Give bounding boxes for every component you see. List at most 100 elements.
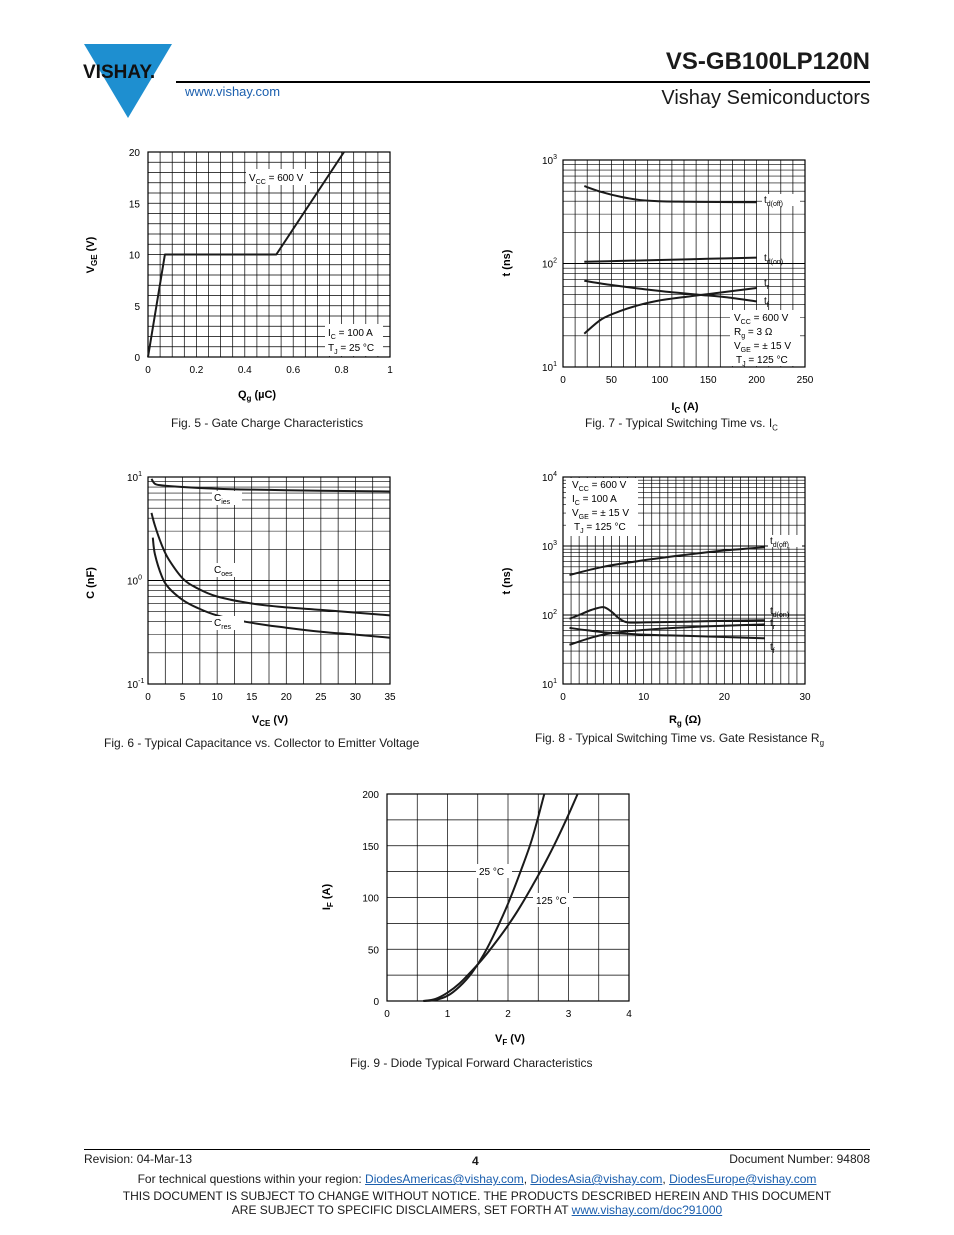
f7-y-tick-label: 102: [542, 258, 557, 271]
fig5-cond-bg: [325, 324, 383, 356]
f8-y-tick-label: 103: [542, 540, 557, 553]
f6-y-tick-label: 100: [127, 575, 142, 588]
f7-series-tf: [583, 287, 757, 335]
fig9-caption: Fig. 9 - Diode Typical Forward Character…: [350, 1056, 593, 1070]
f8-series-tr: [569, 626, 765, 640]
fig8-label-tr: tr: [770, 618, 776, 631]
disclaimer: THIS DOCUMENT IS SUBJECT TO CHANGE WITHO…: [0, 1189, 954, 1217]
fig6-chart: 0 5 10 15 20 25 30 35 10-1 100 101 Cies Coes Cres…: [85, 471, 396, 728]
fig9-chart: 0 1 2 3 4 0 50 100 150 200 25 °C 125 °C VF (V) I…: [321, 790, 632, 1047]
email-sep: ,: [662, 1172, 670, 1186]
email-europe[interactable]: DiodesEurope@vishay.com: [669, 1172, 817, 1186]
f8-y-tick-label: 102: [542, 609, 557, 622]
f6-x-tick-label: 15: [246, 692, 258, 703]
f9-x-tick-label: 4: [626, 1009, 632, 1020]
fig6-lbl-bg1: [212, 491, 242, 505]
fig8-cond-ic: IC = 100 A: [572, 494, 617, 507]
fig5-vcc-label: VCC = 600 V: [249, 173, 304, 186]
f7-series-td-on-: [584, 256, 757, 263]
fig6-lbl-bg2: [212, 563, 244, 577]
company-name: Vishay Semiconductors: [661, 87, 870, 109]
f9-x-tick-label: 1: [445, 1009, 451, 1020]
fig6-y-ticks: 10-1 100 101: [127, 471, 144, 691]
f7-series-tr: [584, 279, 757, 303]
fig5-curves: [147, 151, 345, 358]
fig7-cond-vcc: VCC = 600 V: [734, 313, 789, 326]
fig8-caption: Fig. 8 - Typical Switching Time vs. Gate…: [535, 731, 825, 748]
f5-x-tick-label: 0.8: [335, 365, 349, 376]
f9-x-tick-label: 3: [566, 1009, 572, 1020]
email-americas[interactable]: DiodesAmericas@vishay.com: [365, 1172, 524, 1186]
fig5-x-ticks: 0 0.2 0.4 0.6 0.8 1: [145, 365, 393, 376]
fig6-label-coes: Coes: [214, 565, 233, 578]
f6-x-tick-label: 10: [212, 692, 224, 703]
fig7-label-tdon: td(on): [764, 253, 783, 266]
f9-x-tick-label: 2: [505, 1009, 511, 1020]
logo-text: VISHAY.: [83, 62, 155, 83]
fig6-x-ticks: 0 5 10 15 20 25 30 35: [145, 692, 396, 703]
fig7-y-ticks: 101 102 103: [542, 154, 557, 374]
f8-y-tick-label: 101: [542, 678, 557, 691]
fig9-grid: [387, 794, 629, 1001]
fig7-caption: Fig. 7 - Typical Switching Time vs. IC: [585, 416, 778, 433]
fig8-x-axis-label: Rg (Ω): [669, 714, 701, 728]
email-sep: ,: [523, 1172, 531, 1186]
fig7-cond-rg: Rg = 3 Ω: [734, 327, 773, 340]
fig9-frame: [386, 793, 630, 1002]
f6-series-cres: [151, 537, 391, 639]
part-number: VS-GB100LP120N: [665, 48, 870, 75]
fig5-x-axis-label: Qg (µC): [238, 389, 276, 403]
f8-x-tick-label: 10: [638, 692, 650, 703]
f9-y-tick-label: 200: [362, 790, 379, 801]
fig7-cond-vge: VGE = ± 15 V: [734, 341, 791, 354]
fig7-curves: [583, 185, 757, 335]
f7-y-tick-label: 101: [542, 361, 557, 374]
fig6-x-axis-label: VCE (V): [252, 714, 289, 728]
f7-x-tick-label: 250: [797, 375, 814, 386]
fig8-label-tf: tf: [770, 642, 775, 655]
fig8-curves: [569, 546, 765, 646]
fig6-curves: [150, 478, 391, 639]
disclaimer-link[interactable]: www.vishay.com/doc?91000: [571, 1203, 723, 1217]
f5-y-tick-label: 15: [129, 199, 141, 210]
fig8-lbl-bg1: [768, 535, 802, 547]
f5-x-tick-label: 1: [387, 365, 393, 376]
fig7-lbl-bg1: [762, 194, 800, 206]
revision: Revision: 04-Mar-13: [84, 1152, 193, 1166]
fig8-chart: 0 10 20 30 101 102 103 104 VCC = 600 V IC = 10…: [501, 471, 811, 728]
f8-series-td-off-: [569, 546, 765, 576]
f6-series-cies: [150, 478, 391, 493]
website-link[interactable]: www.vishay.com: [185, 84, 281, 99]
f5-y-tick-label: 10: [129, 251, 141, 262]
fig9-lbl-bg1: [476, 864, 512, 878]
fig5-tj-label: TJ = 25 °C: [328, 343, 374, 356]
fig9-x-ticks: 0 1 2 3 4: [384, 1009, 632, 1020]
f7-x-tick-label: 0: [560, 375, 566, 386]
contact-prefix: For technical questions within your regi…: [137, 1172, 366, 1186]
email-asia[interactable]: DiodesAsia@vishay.com: [530, 1172, 663, 1186]
fig7-grid: [563, 160, 805, 367]
fig7-label-tr: tr: [764, 278, 770, 291]
fig8-x-ticks: 0 10 20 30: [560, 692, 811, 703]
fig8-frame: [562, 476, 806, 685]
f7-series-td-off-: [583, 185, 757, 204]
fig7-cond-tj: TJ = 125 °C: [736, 355, 788, 368]
f8-series-td-on-: [569, 606, 765, 624]
fig7-y-axis-label: t (ns): [501, 249, 513, 276]
f5-y-tick-label: 0: [134, 353, 140, 364]
fig8-cond-bg: [566, 478, 638, 536]
page-number: 4: [472, 1154, 479, 1168]
f9-y-tick-label: 0: [373, 997, 379, 1008]
fig5-vcc-bg: [246, 169, 310, 185]
fig5-frame: [147, 151, 391, 358]
f9-y-tick-label: 150: [362, 842, 379, 853]
fig8-cond-vge: VGE = ± 15 V: [572, 508, 629, 521]
f6-x-tick-label: 0: [145, 692, 151, 703]
fig6-lbl-bg3: [212, 616, 244, 630]
f7-x-tick-label: 100: [651, 375, 668, 386]
fig6-caption: Fig. 6 - Typical Capacitance vs. Collect…: [104, 736, 420, 750]
fig5-y-axis-label: VGE (V): [85, 236, 99, 273]
f5-x-tick-label: 0: [145, 365, 151, 376]
fig8-cond-vcc: VCC = 600 V: [572, 480, 627, 493]
fig8-y-axis-label: t (ns): [501, 567, 513, 594]
